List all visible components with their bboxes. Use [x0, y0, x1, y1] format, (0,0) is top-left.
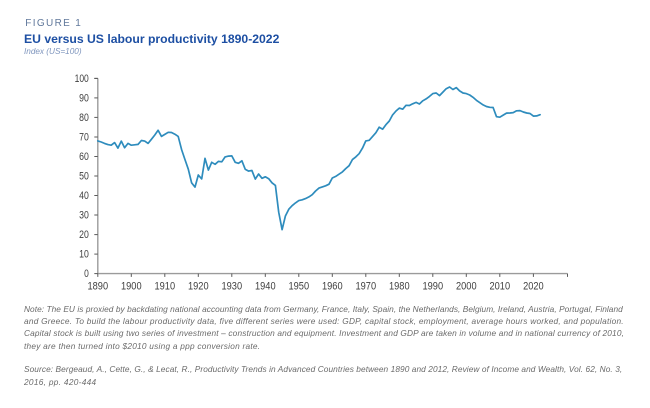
svg-text:2010: 2010 — [490, 281, 511, 293]
svg-text:1960: 1960 — [322, 281, 343, 293]
svg-text:1890: 1890 — [88, 281, 109, 293]
svg-text:1990: 1990 — [423, 281, 444, 293]
svg-text:50: 50 — [79, 171, 89, 183]
svg-text:1910: 1910 — [155, 281, 176, 293]
svg-text:40: 40 — [79, 190, 89, 202]
svg-text:10: 10 — [79, 249, 89, 261]
svg-text:1970: 1970 — [356, 281, 377, 293]
svg-text:1930: 1930 — [222, 281, 243, 293]
svg-text:1920: 1920 — [188, 281, 209, 293]
svg-text:70: 70 — [79, 132, 89, 144]
svg-text:60: 60 — [79, 151, 89, 163]
svg-text:2000: 2000 — [456, 281, 477, 293]
svg-text:80: 80 — [79, 112, 89, 124]
svg-text:90: 90 — [79, 93, 89, 105]
svg-text:1980: 1980 — [389, 281, 410, 293]
svg-text:2020: 2020 — [523, 281, 544, 293]
svg-text:30: 30 — [79, 210, 89, 222]
svg-text:1940: 1940 — [255, 281, 276, 293]
svg-text:1900: 1900 — [121, 281, 142, 293]
svg-text:0: 0 — [84, 268, 89, 280]
svg-text:1950: 1950 — [289, 281, 310, 293]
svg-text:100: 100 — [75, 73, 89, 85]
svg-text:20: 20 — [79, 229, 89, 241]
